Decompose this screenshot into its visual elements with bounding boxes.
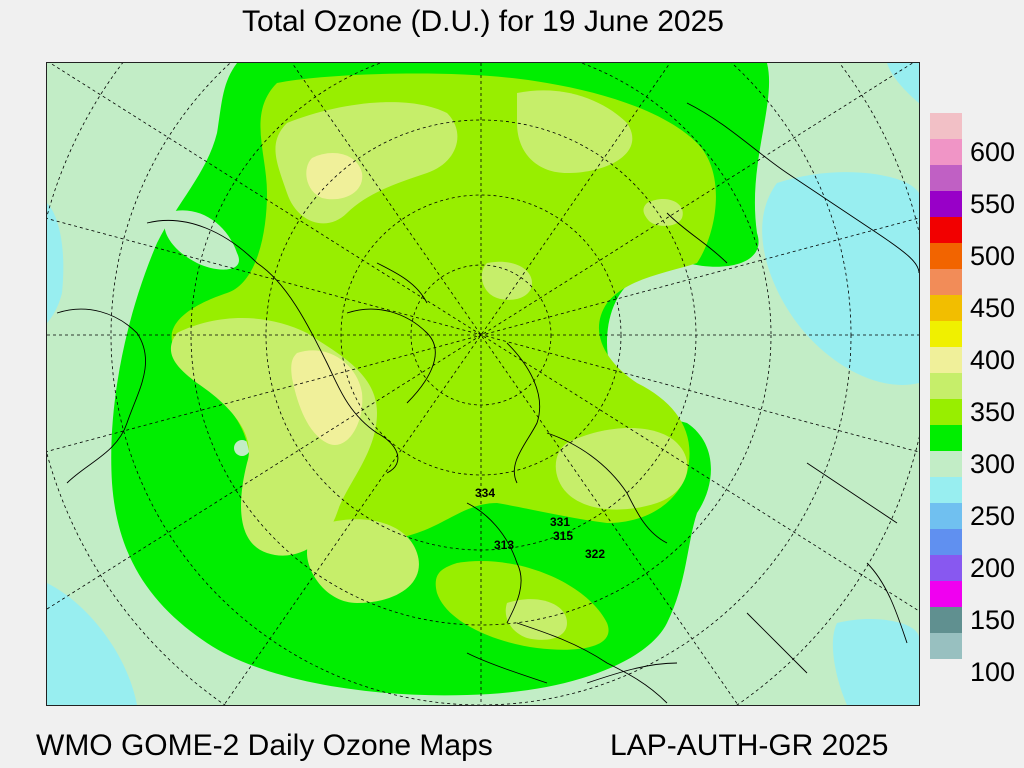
ozone-band-400-450-atlantic [307,519,419,603]
legend-label: 200 [970,553,1016,583]
station-value: 313 [494,538,514,552]
legend-label: 150 [970,605,1016,635]
legend-swatch [930,555,962,581]
ozone-band-400-450-pole [481,261,532,300]
legend-swatch [930,139,962,165]
ozone-hole-alaska [164,210,239,270]
legend-swatch [930,191,962,217]
station-value: 331 [550,515,570,529]
footer-source: WMO GOME-2 Daily Ozone Maps [36,729,493,762]
legend-swatch [930,113,962,139]
legend-swatch [930,269,962,295]
ozone-low-southwest-patch [47,583,137,705]
legend-swatch [930,607,962,633]
legend-swatch [930,295,962,321]
legend-label: 450 [970,293,1016,323]
ozone-low-east-patch [762,172,919,385]
ozone-band-400-450-russia [555,428,688,510]
legend-swatch [930,399,962,425]
ozone-low-northeast-patch [887,63,919,103]
legend-swatch [930,529,962,555]
legend-label: 400 [970,345,1016,375]
legend-swatch [930,477,962,503]
station-value: 315 [553,529,573,543]
station-value: 334 [475,486,495,500]
legend-swatch [930,217,962,243]
station-value: 322 [585,547,605,561]
coastlines [56,102,919,704]
legend-label: 350 [970,397,1016,427]
ozone-band-400-450-norths [517,90,633,173]
legend-label: 300 [970,449,1016,479]
legend-swatch [930,347,962,373]
legend-swatch [930,373,962,399]
legend-label: 100 [970,657,1016,687]
legend-swatch [930,581,962,607]
map-title: Total Ozone (D.U.) for 19 June 2025 [242,5,724,38]
legend-swatch [930,503,962,529]
ozone-band-400-450-med [505,599,567,640]
legend-label: 500 [970,241,1016,271]
color-legend [930,113,962,659]
legend-label: 250 [970,501,1016,531]
footer-credit: LAP-AUTH-GR 2025 [610,729,889,762]
legend-label: 600 [970,137,1016,167]
ozone-map-canvas: 334 331 315 313 322 [47,63,919,705]
legend-swatch [930,425,962,451]
ozone-low-west-patch [47,203,64,323]
ozone-low-southeast-patch [832,618,919,705]
legend-swatch [930,451,962,477]
ozone-band-450-500-canada [291,350,363,445]
ozone-band-450-500-pacific [306,153,363,200]
ozone-hole-siberia [638,304,703,365]
legend-label: 550 [970,189,1016,219]
legend-swatch [930,321,962,347]
legend-swatch [930,243,962,269]
legend-swatch [930,633,962,659]
graticule [47,63,919,705]
legend-swatch [930,165,962,191]
ozone-map: 334 331 315 313 322 [46,62,920,706]
ozone-spot-hudson [234,440,250,456]
